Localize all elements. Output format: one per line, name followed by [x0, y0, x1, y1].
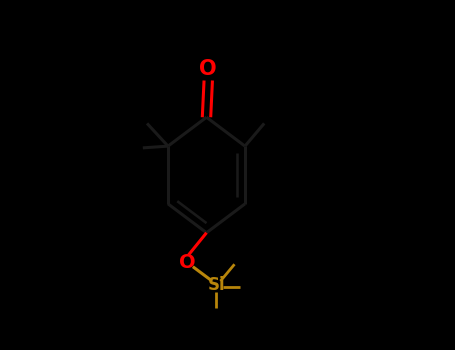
- Text: O: O: [179, 253, 196, 272]
- Text: Si: Si: [208, 276, 226, 294]
- Text: O: O: [199, 59, 217, 79]
